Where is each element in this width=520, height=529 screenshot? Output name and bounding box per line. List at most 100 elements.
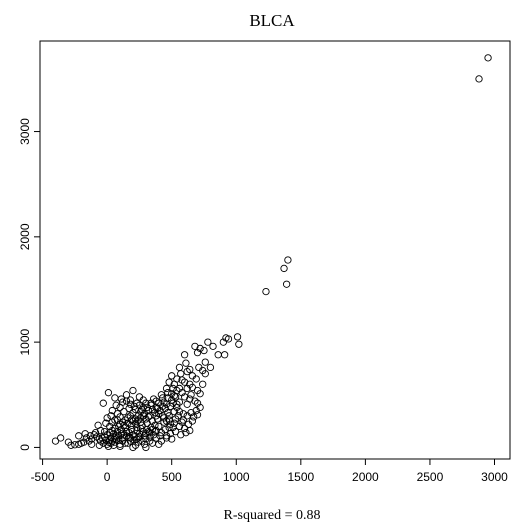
data-point xyxy=(156,432,164,440)
data-point xyxy=(86,432,95,440)
data-point xyxy=(75,440,83,448)
y-tick-label: 1000 xyxy=(18,328,32,355)
data-point xyxy=(193,411,202,419)
data-point xyxy=(168,372,176,380)
data-point xyxy=(169,384,177,393)
data-point xyxy=(116,442,124,451)
data-point xyxy=(180,393,189,401)
data-point xyxy=(131,415,140,423)
data-point xyxy=(139,412,147,420)
data-point xyxy=(153,404,162,413)
data-point xyxy=(104,438,113,446)
data-point xyxy=(170,380,178,388)
x-tick-label: 1000 xyxy=(223,470,250,484)
data-point xyxy=(133,426,141,435)
data-point xyxy=(179,410,187,418)
data-point xyxy=(157,391,166,399)
data-point xyxy=(121,439,129,447)
data-point xyxy=(107,434,115,442)
data-point xyxy=(104,389,113,397)
data-point xyxy=(177,431,185,439)
data-point xyxy=(129,443,137,452)
data-point xyxy=(162,400,171,408)
data-point xyxy=(129,431,137,439)
data-point xyxy=(180,351,189,359)
data-point xyxy=(201,370,209,378)
data-point xyxy=(183,367,191,376)
data-point xyxy=(183,400,191,408)
data-point xyxy=(187,409,195,417)
data-point xyxy=(162,384,171,393)
data-point xyxy=(162,434,171,442)
data-point xyxy=(144,413,153,421)
data-point xyxy=(151,427,159,436)
x-tick-label: 2000 xyxy=(352,470,379,484)
y-tick-label: 0 xyxy=(18,444,32,451)
data-point xyxy=(99,399,107,407)
data-point xyxy=(169,423,177,432)
y-axis: 0 1000 2000 3000 xyxy=(18,118,40,451)
data-point xyxy=(209,342,217,350)
data-point xyxy=(200,346,208,355)
data-point xyxy=(129,386,137,395)
x-axis-label: R-squared = 0.88 xyxy=(224,508,321,523)
data-point xyxy=(161,425,169,434)
data-point xyxy=(178,376,186,384)
data-point xyxy=(220,351,229,359)
data-point xyxy=(87,435,96,443)
data-point xyxy=(224,335,233,343)
data-point xyxy=(235,340,243,348)
data-point xyxy=(95,441,104,449)
data-point xyxy=(111,416,119,424)
data-point xyxy=(120,421,128,429)
data-point xyxy=(117,395,125,403)
data-point xyxy=(133,423,141,432)
data-point xyxy=(182,429,190,437)
data-point xyxy=(120,431,128,439)
data-point xyxy=(90,431,98,439)
data-point xyxy=(159,402,167,411)
data-point xyxy=(135,401,144,409)
data-point xyxy=(81,430,89,438)
data-point xyxy=(147,423,155,432)
data-point xyxy=(130,402,138,411)
x-tick-label: 3000 xyxy=(481,470,508,484)
data-point xyxy=(186,365,194,374)
data-point xyxy=(191,397,199,405)
data-point xyxy=(128,416,136,424)
data-point xyxy=(171,415,180,423)
data-point xyxy=(137,424,145,433)
data-point xyxy=(126,437,135,445)
data-point xyxy=(103,414,111,422)
data-point xyxy=(155,422,163,431)
data-point xyxy=(170,392,178,400)
data-point xyxy=(91,429,100,437)
data-point xyxy=(116,413,124,421)
data-point xyxy=(130,433,138,441)
data-point xyxy=(164,389,172,397)
x-tick-label: -500 xyxy=(31,470,55,484)
data-point xyxy=(139,396,147,404)
data-point xyxy=(82,434,91,442)
data-point xyxy=(126,396,135,404)
data-point xyxy=(187,391,195,399)
data-point xyxy=(159,394,167,402)
plot-frame xyxy=(39,40,511,460)
data-point xyxy=(124,414,132,422)
data-point xyxy=(143,403,151,412)
data-point xyxy=(191,342,199,350)
data-point xyxy=(125,433,133,441)
data-point xyxy=(155,440,163,448)
data-point xyxy=(116,420,124,428)
data-point xyxy=(71,441,79,449)
x-axis: -500 0 500 1000 1500 2000 2500 3000 xyxy=(31,459,508,484)
x-tick-label: 2500 xyxy=(417,470,444,484)
data-point xyxy=(193,349,202,357)
data-point xyxy=(149,395,158,403)
x-tick-label: 1500 xyxy=(287,470,314,484)
data-point xyxy=(128,421,136,429)
data-point xyxy=(135,433,144,441)
data-point xyxy=(129,417,137,425)
data-point xyxy=(199,380,207,388)
data-point xyxy=(178,389,186,397)
